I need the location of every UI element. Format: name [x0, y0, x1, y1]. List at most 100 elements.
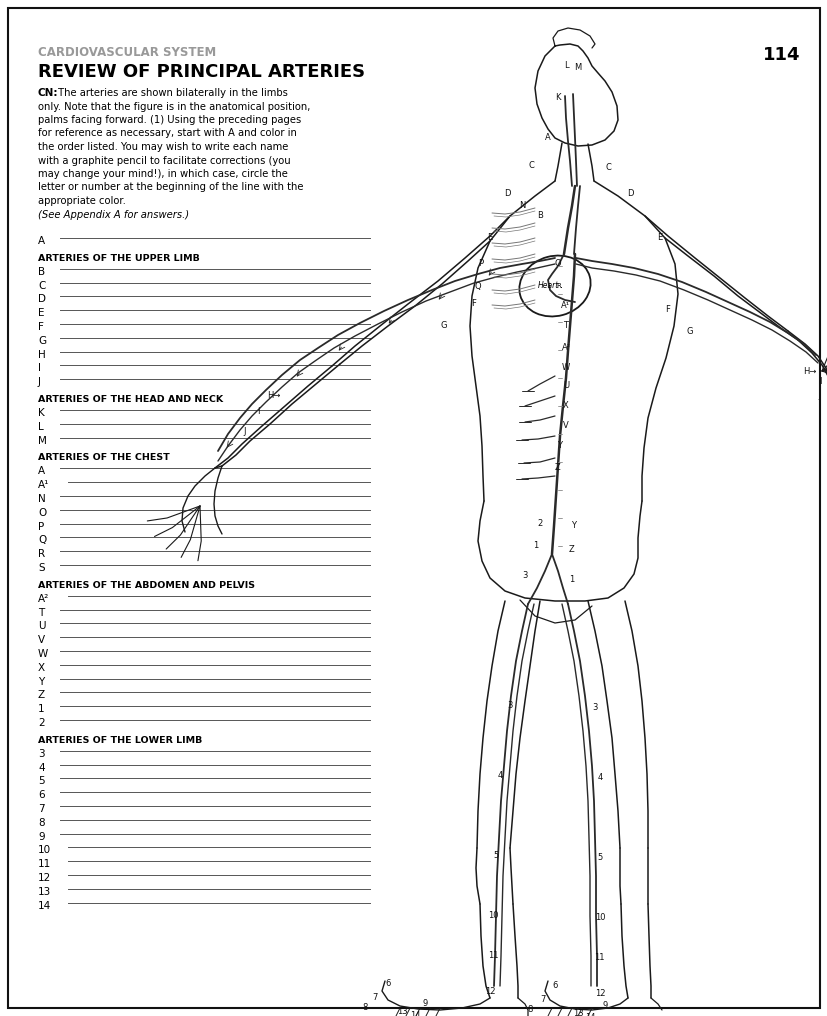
Text: 3: 3 — [522, 571, 527, 580]
Text: 8: 8 — [362, 1004, 367, 1013]
Text: A: A — [544, 133, 550, 142]
Text: J: J — [818, 391, 820, 400]
Text: 9: 9 — [422, 1000, 427, 1009]
Text: F: F — [471, 300, 476, 309]
Text: Y: Y — [38, 677, 44, 687]
Text: 13: 13 — [396, 1007, 407, 1016]
Text: P: P — [478, 259, 483, 268]
Text: 9: 9 — [602, 1002, 607, 1011]
Text: 9: 9 — [38, 832, 45, 841]
Text: 5: 5 — [493, 851, 498, 861]
Text: 3: 3 — [591, 703, 597, 712]
Text: Z: Z — [38, 691, 45, 700]
Text: 8: 8 — [527, 1006, 532, 1015]
Text: F: F — [665, 306, 670, 315]
Text: ARTERIES OF THE LOWER LIMB: ARTERIES OF THE LOWER LIMB — [38, 736, 202, 745]
Text: 2: 2 — [38, 718, 45, 728]
Text: 7: 7 — [372, 994, 377, 1003]
Text: U: U — [38, 622, 45, 631]
Text: I: I — [38, 364, 41, 374]
Text: I: I — [818, 377, 820, 385]
Text: D: D — [626, 190, 633, 198]
Text: E: E — [38, 308, 45, 318]
Text: J: J — [38, 377, 41, 387]
Text: D: D — [38, 295, 46, 305]
Text: 11: 11 — [487, 952, 498, 960]
Text: 114: 114 — [762, 46, 799, 64]
Text: E: E — [657, 234, 662, 243]
Text: 7: 7 — [38, 804, 45, 814]
Text: K: K — [38, 408, 45, 418]
Text: ARTERIES OF THE HEAD AND NECK: ARTERIES OF THE HEAD AND NECK — [38, 395, 222, 404]
Text: N: N — [519, 201, 524, 210]
Text: 6: 6 — [38, 790, 45, 801]
Text: 2: 2 — [537, 519, 542, 528]
Text: O: O — [554, 259, 561, 268]
Text: L: L — [563, 62, 567, 70]
Text: may change your mind!), in which case, circle the: may change your mind!), in which case, c… — [38, 169, 288, 179]
Text: N: N — [38, 494, 45, 504]
Text: W: W — [38, 649, 48, 659]
Text: A: A — [38, 236, 45, 246]
Text: B: B — [537, 211, 543, 220]
Text: 1: 1 — [533, 542, 538, 551]
Text: 4: 4 — [497, 771, 502, 780]
Text: 10: 10 — [487, 911, 498, 920]
Text: P: P — [38, 521, 44, 531]
Text: Y: Y — [557, 442, 562, 450]
Text: 5: 5 — [38, 776, 45, 786]
Text: 6: 6 — [385, 979, 390, 989]
Text: (See Appendix A for answers.): (See Appendix A for answers.) — [38, 209, 189, 219]
Text: 3: 3 — [507, 701, 512, 710]
Text: 11: 11 — [38, 860, 51, 870]
Text: Z: Z — [568, 545, 574, 554]
Text: C: C — [528, 162, 533, 171]
Text: L: L — [38, 422, 44, 432]
Text: T: T — [38, 608, 44, 618]
Text: 12: 12 — [594, 989, 605, 998]
Text: V: V — [38, 635, 45, 645]
Text: A²: A² — [561, 343, 570, 353]
Text: G: G — [686, 327, 692, 336]
Text: A¹: A¹ — [38, 481, 50, 490]
Text: M: M — [574, 63, 581, 72]
Text: 13: 13 — [572, 1009, 582, 1016]
Text: letter or number at the beginning of the line with the: letter or number at the beginning of the… — [38, 183, 304, 192]
Text: Q: Q — [38, 535, 46, 546]
Text: V: V — [562, 422, 568, 431]
Text: J: J — [243, 427, 246, 436]
Text: A: A — [38, 466, 45, 477]
Text: X: X — [38, 662, 45, 673]
Text: appropriate color.: appropriate color. — [38, 196, 126, 206]
Text: G: G — [38, 336, 46, 345]
Text: Q: Q — [474, 281, 480, 291]
Text: X: X — [562, 401, 568, 410]
Text: S: S — [38, 563, 45, 573]
Text: The arteries are shown bilaterally in the limbs: The arteries are shown bilaterally in th… — [55, 88, 288, 98]
Text: C: C — [605, 164, 610, 173]
Text: REVIEW OF PRINCIPAL ARTERIES: REVIEW OF PRINCIPAL ARTERIES — [38, 63, 365, 81]
Text: O: O — [38, 508, 46, 518]
Text: 8: 8 — [38, 818, 45, 828]
Text: 14: 14 — [38, 900, 51, 910]
Text: W: W — [562, 364, 570, 373]
Text: K: K — [555, 93, 560, 103]
Text: H: H — [38, 350, 45, 360]
Text: ARTERIES OF THE ABDOMEN AND PELVIS: ARTERIES OF THE ABDOMEN AND PELVIS — [38, 581, 255, 590]
Text: D: D — [503, 190, 509, 198]
Text: 1: 1 — [38, 704, 45, 714]
Text: Z: Z — [554, 463, 560, 472]
Text: palms facing forward. (1) Using the preceding pages: palms facing forward. (1) Using the prec… — [38, 115, 301, 125]
Text: ARTERIES OF THE UPPER LIMB: ARTERIES OF THE UPPER LIMB — [38, 254, 199, 263]
Text: 12: 12 — [38, 873, 51, 883]
Text: 13: 13 — [38, 887, 51, 897]
Text: CARDIOVASCULAR SYSTEM: CARDIOVASCULAR SYSTEM — [38, 46, 216, 59]
Text: F: F — [38, 322, 44, 332]
Text: 10: 10 — [38, 845, 51, 855]
Text: 3: 3 — [38, 749, 45, 759]
Text: H→: H→ — [267, 391, 280, 400]
Text: H→: H→ — [802, 367, 815, 376]
Text: 11: 11 — [593, 953, 604, 962]
Text: ARTERIES OF THE CHEST: ARTERIES OF THE CHEST — [38, 453, 170, 462]
Text: A¹: A¹ — [561, 302, 570, 311]
